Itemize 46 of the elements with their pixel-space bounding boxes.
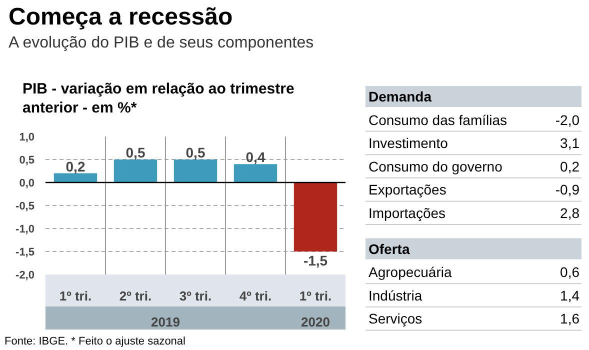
y-tick-label: -2,0 [16,270,35,282]
category-label: Agropecuária [368,264,452,280]
text: Oferta [368,240,410,257]
y-axis-title: PIB - variação em relação ao trimestre anterior - em %* [22,80,294,116]
x-tick-label: 1º tri. [299,288,332,304]
data-label: 0,2 [66,158,86,174]
data-label: -2,0 [555,112,580,128]
bar [114,160,158,182]
data-label: 0,4 [246,149,266,166]
bar [54,173,98,182]
data-label: 0,5 [186,144,206,160]
y-tick-label: -1,5 [16,246,35,258]
y-tick-label: 1,0 [19,132,35,144]
x-tick-label: 3º tri. [179,288,212,304]
data-label: 0,2 [560,158,580,174]
bar [294,182,338,252]
text: Demanda [368,88,432,104]
bar [174,160,218,182]
text: 2020 [301,314,330,330]
category-label: Consumo do governo [368,158,503,174]
category-label: Consumo das famílias [368,112,508,128]
bar [234,164,278,182]
category-label: Exportações [368,182,446,198]
data-label: 2,8 [560,205,580,221]
text: 2019 [151,314,180,330]
y-tick-label: -1,0 [16,224,35,236]
x-tick-label: 1º tri. [59,288,92,304]
data-label: -0,9 [555,182,580,198]
y-tick-label: -0,5 [16,200,35,212]
data-label: -1,5 [303,252,328,268]
chart-title: Começa a recessão [8,4,233,30]
data-label: 1,6 [560,310,580,327]
x-tick-label: 4º tri. [239,288,272,304]
data-label: 1,4 [560,287,580,304]
data-label: 3,1 [560,135,580,152]
category-label: Importações [368,205,446,221]
x-tick-label: 2º tri. [119,288,152,304]
y-tick-label: 0,0 [19,178,35,190]
y-tick-label: 0,5 [19,154,35,166]
category-label: Investimento [368,135,448,152]
chart-subtitle: A evolução do PIB e de seus componentes [8,34,314,52]
category-label: Indústria [368,287,422,304]
data-label: 0,5 [126,144,146,160]
data-label: 0,6 [560,264,580,280]
category-label: Serviços [368,310,422,327]
source-note: Fonte: IBGE. * Feito o ajuste sazonal [4,336,186,348]
